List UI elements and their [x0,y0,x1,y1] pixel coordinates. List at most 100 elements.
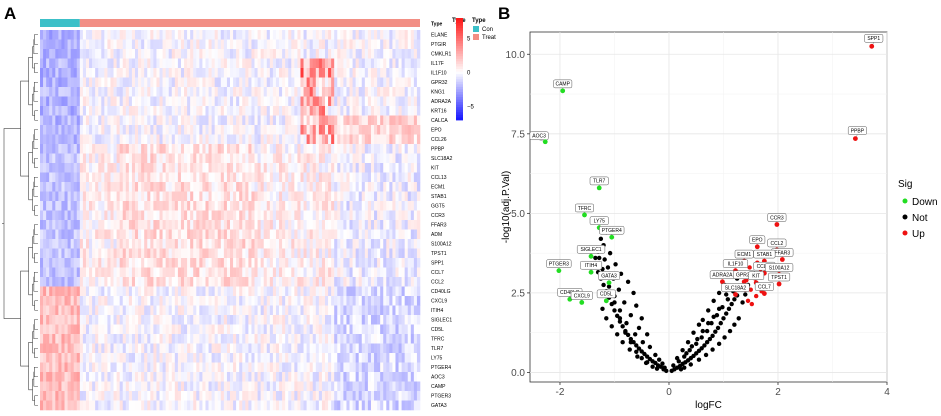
heatmap-cell [275,77,280,88]
heatmap-cell [395,144,399,154]
heatmap-cell [46,381,50,392]
heatmap-cell [257,381,261,392]
heatmap-cell [269,87,274,97]
heatmap-cell [349,353,353,363]
heatmap-cell [321,334,326,344]
heatmap-cell [52,315,56,325]
heatmap-cell [217,30,222,40]
heatmap-cell [76,30,81,40]
heatmap-cell [416,96,421,107]
heatmap-cell [401,267,405,278]
heatmap-cell [220,77,225,88]
heatmap-cell [410,220,415,230]
heatmap-cell [334,115,338,126]
heatmap-cell [380,229,384,240]
heatmap-cell [98,372,102,382]
heatmap-cell [279,96,283,107]
heatmap-cell [294,277,298,287]
heatmap-cell [125,106,130,116]
heatmap-cell [162,381,166,392]
heatmap-cell [89,106,93,116]
heatmap-cell [174,372,179,382]
heatmap-cell [309,239,314,249]
heatmap-cell [251,144,255,154]
heatmap-cell [239,68,243,78]
heatmap-cell [144,286,148,297]
heatmap-cell [214,96,219,107]
heatmap-cell [404,163,409,173]
heatmap-cell [122,391,127,401]
heatmap-cell [269,381,274,392]
heatmap-cell [407,77,412,88]
heatmap-cell [279,163,283,173]
heatmap-cell [171,49,176,59]
heatmap-cell [361,362,366,373]
heatmap-cell [144,343,148,354]
heatmap-cell [190,267,194,278]
heatmap-cell [92,191,96,202]
heatmap-cell [233,381,237,392]
heatmap-cell [404,39,409,50]
heatmap-cell [367,248,372,259]
heatmap-cell [205,353,209,363]
heatmap-cell [361,372,366,382]
heatmap-cell [193,400,197,411]
heatmap-cell [321,248,326,259]
heatmap-cell [52,77,56,88]
heatmap-cell [199,77,203,88]
heatmap-cell [269,30,274,40]
heatmap-cell [413,305,418,316]
heatmap-cell [122,353,127,363]
heatmap-cell [331,362,335,373]
heatmap-cell [125,125,130,135]
heatmap-cell [174,277,179,287]
heatmap-cell [180,220,185,230]
heatmap-cell [135,324,139,335]
heatmap-cell [171,182,176,192]
heatmap-cell [49,362,53,373]
heatmap-cell [364,96,369,107]
heatmap-cell [40,125,44,135]
heatmap-cell [147,343,151,354]
heatmap-cell [135,30,139,40]
heatmap-cell [46,115,50,126]
heatmap-cell [223,334,228,344]
heatmap-cell [46,229,50,240]
heatmap-cell [177,220,182,230]
heatmap-cell [346,77,350,88]
heatmap-cell [282,106,286,116]
heatmap-cell [370,201,375,211]
heatmap-cell [236,239,240,249]
heatmap-cell [251,134,255,145]
heatmap-cell [95,49,99,59]
heatmap-cell [306,220,310,230]
heatmap-cell [159,201,163,211]
heatmap-cell [214,400,219,411]
heatmap-cell [312,30,317,40]
heatmap-cell [193,239,197,249]
heatmap-cell [242,144,246,154]
heatmap-cell [269,153,274,164]
heatmap-cell [349,362,353,373]
heatmap-cell [398,229,402,240]
heatmap-cell [58,334,62,344]
heatmap-cell [239,201,243,211]
heatmap-cell [377,201,381,211]
heatmap-cell [401,391,405,401]
heatmap-cell [398,353,402,363]
heatmap-cell [89,182,93,192]
heatmap-cell [141,182,145,192]
heatmap-cell [156,324,160,335]
heatmap-cell [328,153,332,164]
heatmap-cell [82,334,87,344]
heatmap-cell [61,163,65,173]
heatmap-cell [315,39,320,50]
heatmap-cell [205,144,209,154]
heatmap-cell [214,58,219,69]
heatmap-cell [153,343,157,354]
heatmap-cell [128,239,133,249]
heatmap-cell [383,229,387,240]
heatmap-cell [266,277,271,287]
heatmap-cell [58,49,62,59]
heatmap-cell [230,220,234,230]
